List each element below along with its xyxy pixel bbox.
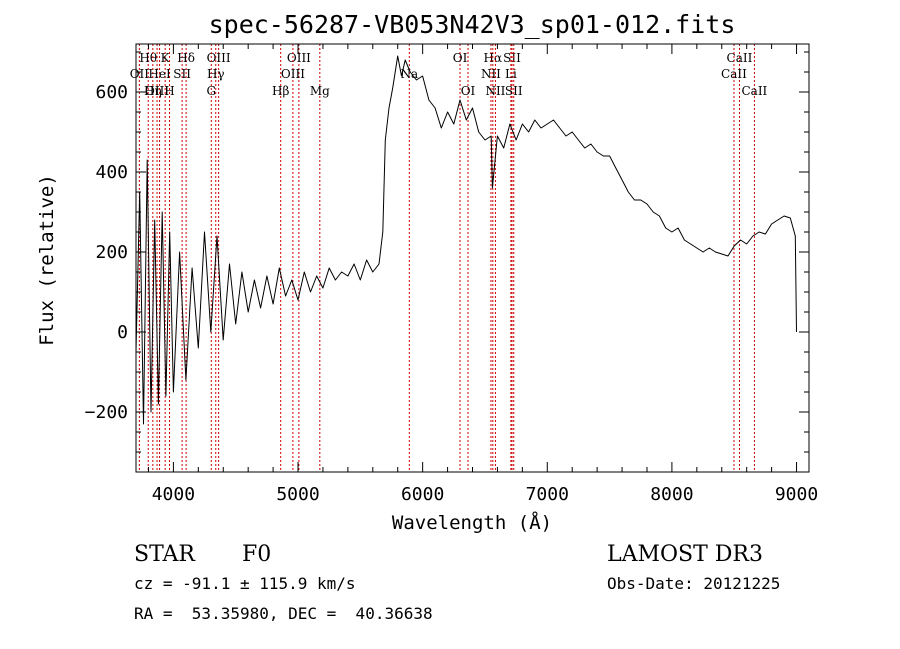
spectral-line-label: OI [461, 84, 476, 98]
spectral-line-label: Mg [310, 84, 330, 98]
y-tick-label: −200 [85, 402, 128, 423]
spectral-line-label: OI [453, 51, 468, 65]
x-tick-label: 9000 [775, 484, 818, 505]
spectral-line-label: Hθ [139, 51, 157, 65]
obs-date-text: Obs-Date: 20121225 [607, 574, 780, 593]
y-tick-label: 0 [117, 322, 128, 343]
x-tick-label: 4000 [152, 484, 195, 505]
spectral-line-label: Li [505, 67, 517, 81]
spectral-line-label: Hδ [177, 51, 195, 65]
spectral-line-label: Hγ [207, 67, 225, 81]
spectral-line-label: SII [173, 67, 191, 81]
spectral-line-label: HeI [148, 67, 171, 81]
y-tick-label: 200 [95, 242, 128, 263]
spectral-line-label: OIII [145, 84, 169, 98]
spectral-line-label: OII [130, 67, 150, 81]
spectral-line-label: OIII [287, 51, 311, 65]
spectral-line-label: Na [400, 67, 418, 81]
spectral-line-label: Hα [484, 51, 503, 65]
y-axis-label: Flux (relative) [36, 174, 58, 346]
spectral-line-label: CaII [741, 84, 767, 98]
spectral-line-label: Hη [144, 84, 162, 98]
chart-title: spec-56287-VB053N42V3_sp01-012.fits [209, 10, 736, 39]
spectral-line-label: OIII [207, 51, 231, 65]
spectral-line-label: G [206, 84, 216, 98]
spectral-line-label: OIII [281, 67, 305, 81]
spectral-line-label: CaII [727, 51, 753, 65]
series-layer [135, 55, 797, 425]
spectral-line-label: K [161, 51, 171, 65]
spectral-line-label: Hβ [272, 84, 289, 98]
spectral-line-label: SII [503, 51, 521, 65]
coords-text: RA = 53.35980, DEC = 40.36638 [134, 604, 433, 623]
object-class: STAR [134, 542, 196, 567]
axes-layer: 4000 5000 6000 7000 8000 9000 −200 0 200 400 600 [85, 44, 818, 505]
survey-name: LAMOST DR3 [607, 542, 763, 567]
x-tick-label: 5000 [276, 484, 319, 505]
spectral-line-label: SII [505, 84, 523, 98]
spectral-line-label: NII [481, 67, 501, 81]
spectral-line-label: NII [485, 84, 505, 98]
flux-series-line [135, 55, 797, 425]
x-tick-label: 8000 [650, 484, 693, 505]
object-subclass: F0 [242, 542, 271, 567]
spectral-line-label: H [164, 84, 174, 98]
x-tick-label: 7000 [526, 484, 569, 505]
y-tick-label: 600 [95, 82, 128, 103]
redshift-text: cz = -91.1 ± 115.9 km/s [134, 574, 356, 593]
y-tick-label: 400 [95, 162, 128, 183]
spectral-line-label: CaII [721, 67, 747, 81]
x-axis-label: Wavelength (Å) [392, 511, 552, 534]
x-tick-label: 6000 [401, 484, 444, 505]
